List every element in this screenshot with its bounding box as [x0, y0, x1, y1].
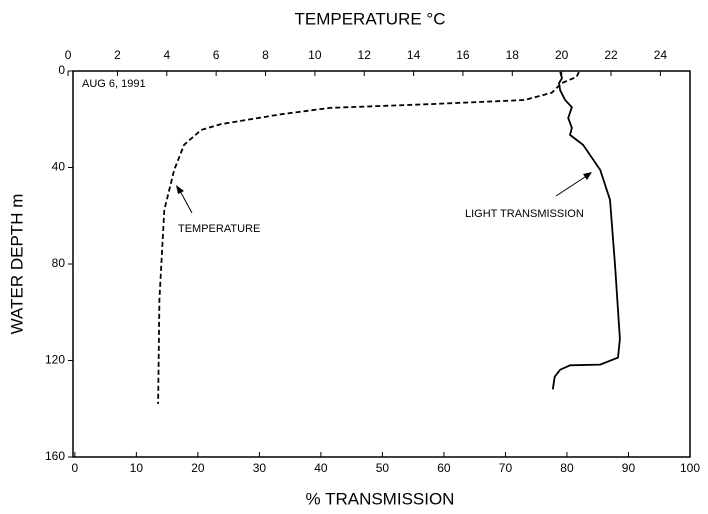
y-tick-label: 80 — [52, 256, 66, 270]
arrowhead — [176, 185, 184, 194]
plot-frame — [72, 70, 691, 458]
arrow — [178, 188, 193, 214]
x2-tick-label: 8 — [262, 48, 269, 62]
x2-tick-label: 14 — [407, 48, 421, 62]
arrowhead — [583, 172, 592, 180]
x2-tick-label: 2 — [114, 48, 121, 62]
x2-tick-label: 6 — [213, 48, 220, 62]
y-tick-label: 0 — [58, 63, 65, 77]
y-tick-label: 160 — [45, 449, 65, 463]
x2-tick-label: 10 — [308, 48, 322, 62]
x2-tick-label: 0 — [65, 48, 72, 62]
x-tick-label: 30 — [253, 461, 267, 475]
x2-axis-title: TEMPERATURE °C — [295, 9, 446, 28]
x-tick-label: 60 — [437, 461, 451, 475]
x-tick-label: 80 — [560, 461, 574, 475]
data-line — [551, 71, 621, 390]
x2-tick-label: 4 — [163, 48, 170, 62]
x-axis-title: % TRANSMISSION — [306, 489, 455, 508]
x-tick-label: 90 — [622, 461, 636, 475]
x2-tick-label: 16 — [456, 48, 470, 62]
x2-tick-label: 12 — [358, 48, 372, 62]
data-line — [157, 71, 580, 404]
y-axis-title: WATER DEPTH m — [7, 194, 26, 335]
y-tick-label: 120 — [45, 353, 65, 367]
y-tick-label: 40 — [52, 160, 66, 174]
x-tick-label: 50 — [376, 461, 390, 475]
annotation: LIGHT TRANSMISSION — [465, 208, 584, 220]
x-tick-label: 0 — [72, 461, 79, 475]
annotation: AUG 6, 1991 — [82, 78, 146, 90]
x-tick-label: 40 — [314, 461, 328, 475]
x-tick-label: 20 — [191, 461, 205, 475]
x-tick-label: 70 — [499, 461, 513, 475]
x-tick-label: 100 — [680, 461, 700, 475]
x2-tick-label: 22 — [604, 48, 618, 62]
x-tick-label: 10 — [130, 461, 144, 475]
x2-tick-label: 24 — [654, 48, 668, 62]
x2-tick-label: 20 — [555, 48, 569, 62]
arrow — [555, 174, 589, 197]
x2-tick-label: 18 — [506, 48, 520, 62]
annotation: TEMPERATURE — [178, 223, 260, 235]
